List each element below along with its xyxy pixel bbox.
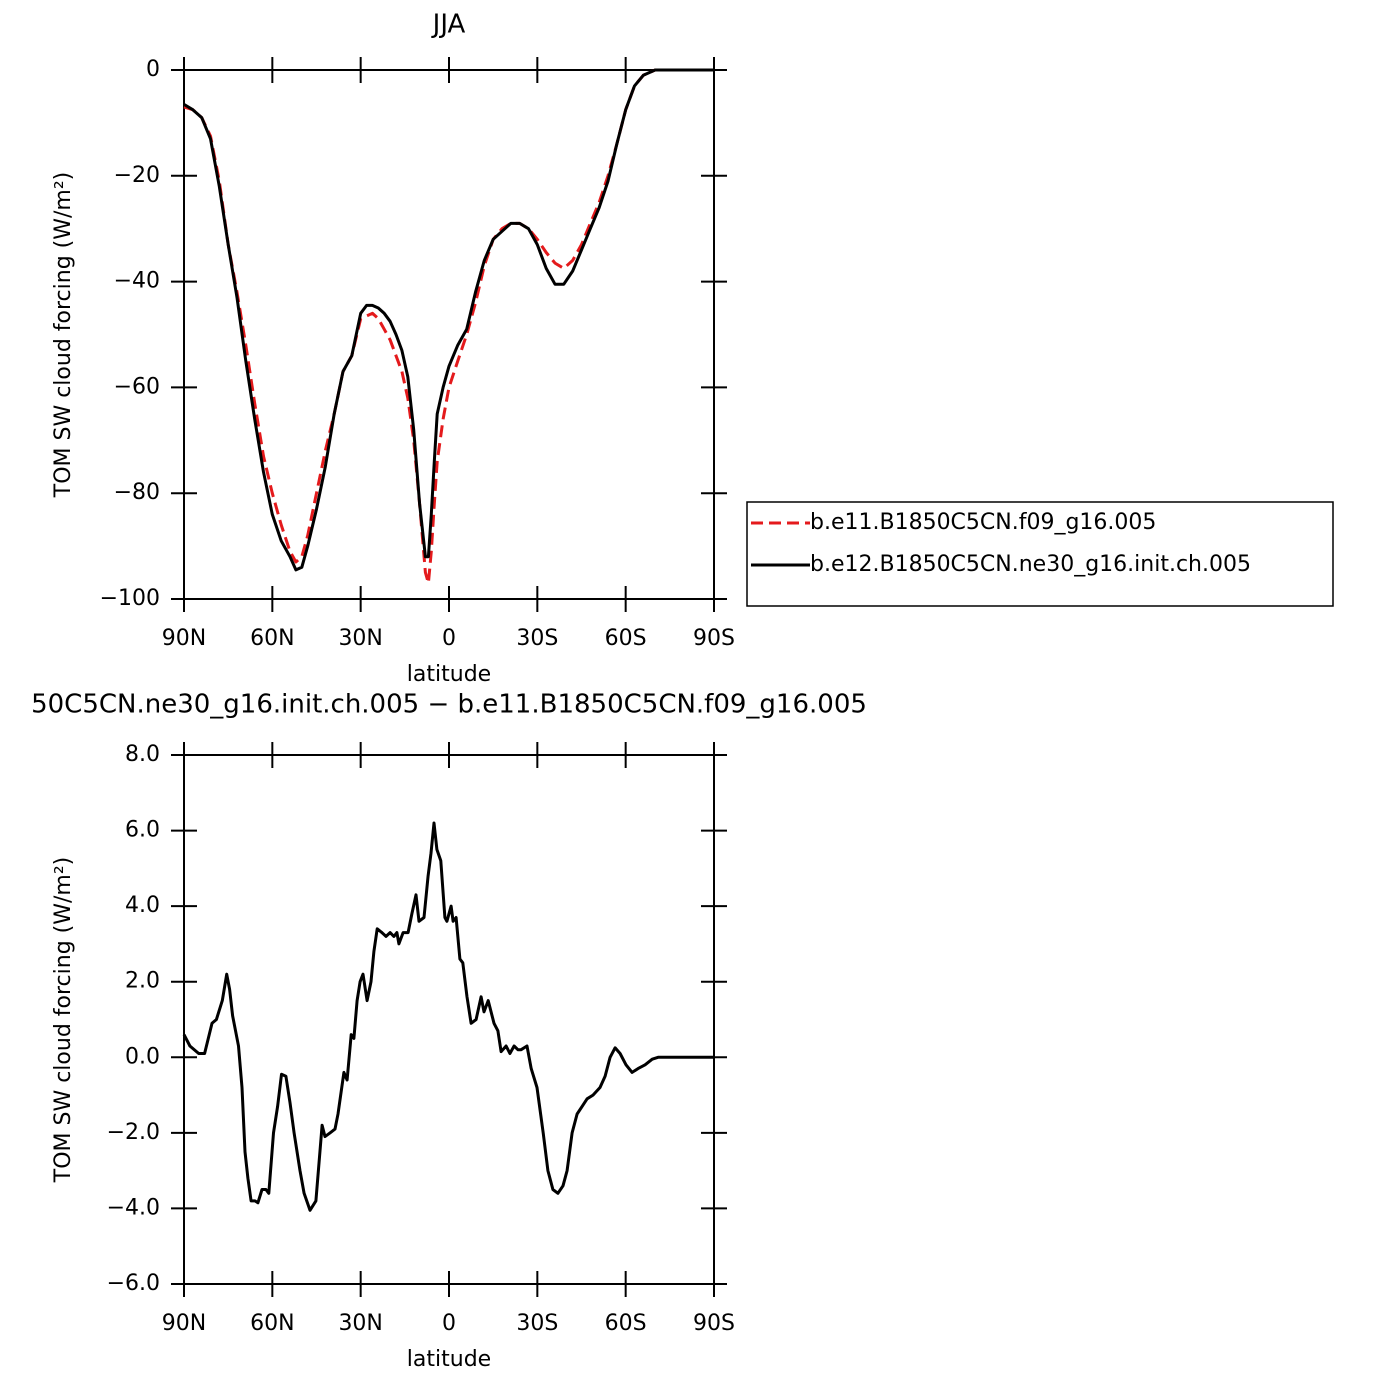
- y-tick-label: −6.0: [107, 1271, 160, 1296]
- y-tick-label: −100: [100, 586, 160, 611]
- x-tick-label: 90N: [162, 626, 206, 651]
- y-tick-label: −2.0: [107, 1120, 160, 1145]
- data-line: [182, 821, 714, 1212]
- legend-label: b.e12.B1850C5CN.ne30_g16.init.ch.005: [810, 552, 1251, 577]
- y-tick-label: 4.0: [125, 893, 160, 918]
- chart-title: 50C5CN.ne30_g16.init.ch.005 − b.e11.B185…: [31, 690, 867, 720]
- y-tick-label: −80: [114, 480, 160, 505]
- y-tick-label: −4.0: [107, 1195, 160, 1220]
- x-tick-label: 60S: [605, 626, 647, 651]
- x-tick-label: 30N: [338, 1311, 382, 1336]
- plot-frame: [183, 754, 715, 1285]
- y-tick-label: 2.0: [125, 969, 160, 994]
- y-tick-label: 8.0: [125, 742, 160, 767]
- legend-label: b.e11.B1850C5CN.f09_g16.005: [810, 510, 1156, 535]
- x-tick-label: 90S: [693, 1311, 735, 1336]
- x-tick-label: 90N: [162, 1311, 206, 1336]
- data-line: [183, 68, 714, 585]
- plot-frame: [183, 69, 715, 600]
- x-tick-label: 0: [442, 1311, 456, 1336]
- legend-box: [746, 501, 1334, 607]
- y-tick-label: 6.0: [125, 818, 160, 843]
- x-tick-label: 0: [442, 626, 456, 651]
- y-tick-label: 0.0: [125, 1044, 160, 1069]
- x-tick-label: 60N: [250, 626, 294, 651]
- x-axis-label: latitude: [407, 1347, 491, 1372]
- x-tick-label: 30S: [516, 1311, 558, 1336]
- x-tick-label: 30N: [338, 626, 382, 651]
- x-tick-label: 30S: [516, 626, 558, 651]
- chart-title: JJA: [431, 10, 466, 40]
- data-line: [183, 68, 714, 572]
- y-tick-label: 0: [146, 57, 160, 82]
- x-tick-label: 60N: [250, 1311, 294, 1336]
- y-tick-label: −60: [114, 374, 160, 399]
- x-axis-label: latitude: [407, 662, 491, 687]
- y-tick-label: −40: [114, 269, 160, 294]
- x-tick-label: 90S: [693, 626, 735, 651]
- y-axis-label: TOM SW cloud forcing (W/m²): [51, 172, 76, 498]
- x-tick-label: 60S: [605, 1311, 647, 1336]
- y-axis-label: TOM SW cloud forcing (W/m²): [51, 857, 76, 1183]
- y-tick-label: −20: [114, 163, 160, 188]
